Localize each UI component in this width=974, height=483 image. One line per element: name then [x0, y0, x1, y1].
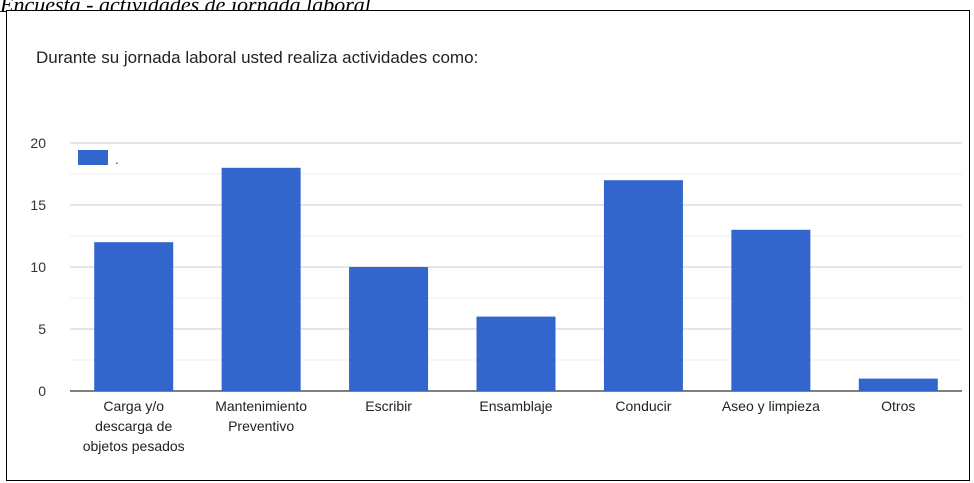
bar	[94, 242, 174, 391]
legend-label: .	[115, 152, 119, 167]
x-tick-label: Ensamblaje	[479, 398, 552, 414]
bar	[603, 180, 683, 391]
y-tick-label: 20	[30, 135, 46, 151]
bar	[731, 229, 811, 391]
x-tick-label: Conducir	[615, 398, 671, 414]
bar	[221, 167, 301, 391]
x-tick-label: Otros	[881, 398, 915, 414]
chart-title: Durante su jornada laboral usted realiza…	[36, 48, 479, 67]
y-tick-label: 15	[30, 197, 46, 213]
bar	[349, 267, 429, 391]
y-tick-label: 10	[30, 259, 46, 275]
x-tick-label: Aseo y limpieza	[722, 398, 820, 414]
x-tick-label: Mantenimiento Preventivo	[215, 398, 307, 434]
bar	[476, 316, 556, 391]
x-tick-label: Escribir	[365, 398, 412, 414]
x-tick-label: Carga y/o descarga de objetos pesados	[83, 398, 185, 454]
y-tick-label: 0	[38, 383, 46, 399]
y-tick-label: 5	[38, 321, 46, 337]
bar	[858, 378, 938, 391]
legend-swatch	[78, 150, 108, 165]
